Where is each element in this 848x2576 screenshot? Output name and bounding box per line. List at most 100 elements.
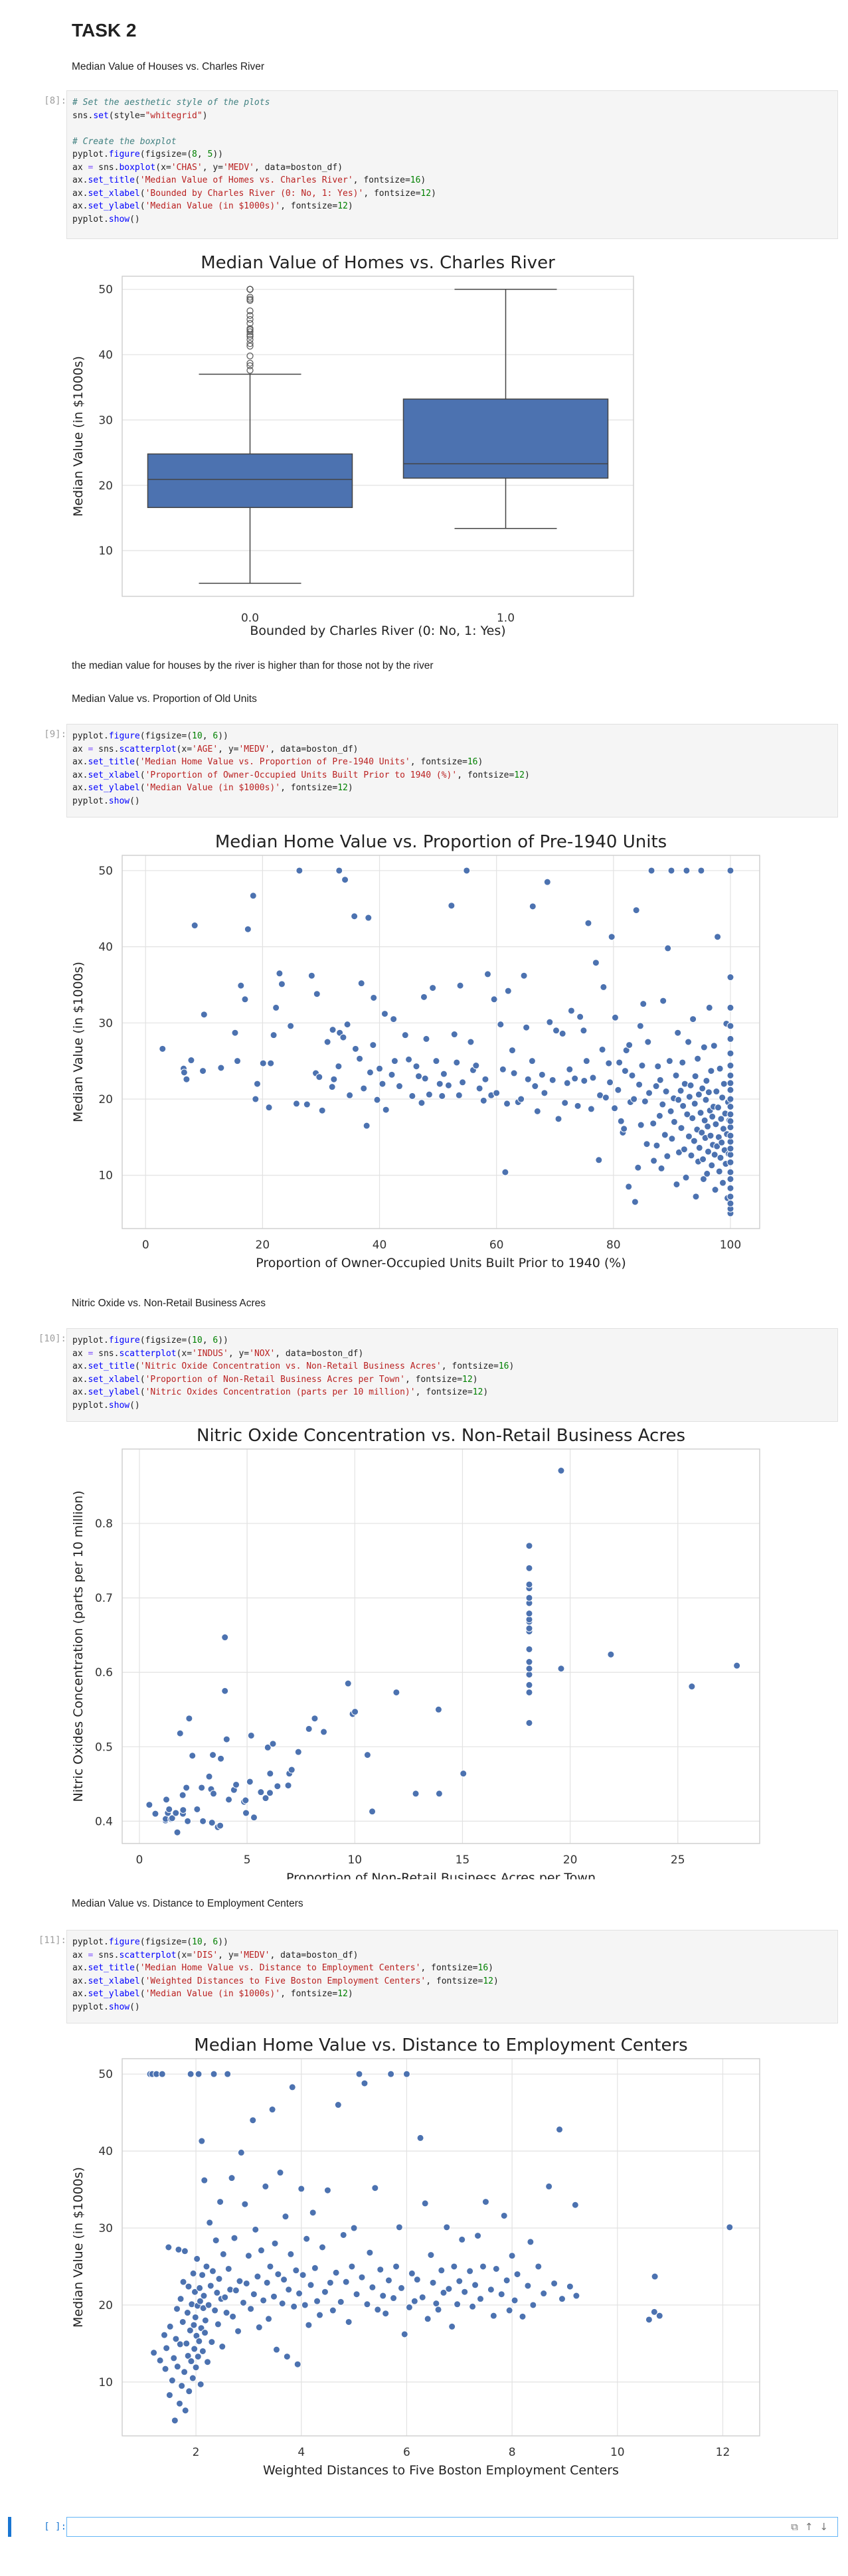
data-point	[697, 1109, 705, 1117]
data-point	[229, 2312, 237, 2320]
data-point	[369, 2283, 377, 2291]
data-point	[221, 2293, 229, 2301]
data-point	[557, 1467, 565, 1475]
data-point	[726, 1123, 734, 1131]
data-point	[705, 1003, 713, 1011]
data-point	[726, 867, 734, 875]
data-point	[713, 1142, 721, 1150]
code-cell-11[interactable]: pyplot.figure(figsize=(10, 6)) ax = sns.s…	[66, 1930, 838, 2023]
data-point	[726, 1035, 734, 1043]
data-point	[401, 1031, 409, 1039]
data-point	[272, 2346, 280, 2354]
data-point	[525, 1624, 533, 1632]
data-point	[159, 1045, 167, 1053]
x-tick-label: 10	[347, 1853, 362, 1867]
data-point	[356, 1055, 364, 1063]
heading-task-2: TASK 2	[72, 20, 137, 41]
data-point	[454, 2300, 462, 2308]
data-point	[296, 2290, 303, 2298]
markdown-distance: Median Value vs. Distance to Employment …	[72, 1898, 303, 1909]
code-line: ax.set_ylabel('Median Value (in $1000s)'…	[72, 201, 353, 211]
data-point	[611, 1013, 619, 1021]
code-line: ax.set_title('Nitric Oxide Concentration…	[72, 1361, 515, 1371]
data-point	[287, 1022, 295, 1030]
data-point	[525, 1581, 533, 1589]
data-point	[605, 1059, 613, 1067]
data-point	[276, 2169, 284, 2177]
data-point	[715, 1167, 723, 1175]
data-point	[189, 2374, 197, 2382]
data-point	[268, 2106, 276, 2114]
data-point	[435, 1790, 443, 1798]
data-point	[247, 2305, 255, 2313]
data-point	[481, 1075, 489, 1083]
data-point	[363, 1122, 371, 1130]
data-point	[185, 1715, 193, 1723]
data-point	[390, 1015, 398, 1023]
data-point	[384, 2276, 392, 2284]
data-point	[311, 2264, 319, 2272]
box-iqr	[402, 398, 609, 479]
data-point	[239, 2298, 247, 2306]
data-point	[492, 2265, 500, 2273]
x-tick-label: 0.0	[241, 612, 259, 625]
data-point	[387, 2070, 395, 2078]
data-point	[197, 2380, 205, 2388]
data-point	[440, 1070, 448, 1078]
y-tick-label: 40	[98, 349, 113, 362]
data-point	[244, 925, 252, 933]
data-point	[218, 2343, 226, 2351]
move-down-icon[interactable]: ↓	[819, 2521, 835, 2533]
data-point	[726, 1110, 734, 1118]
data-point	[342, 2278, 350, 2286]
data-point	[621, 1067, 629, 1075]
data-point	[699, 1084, 707, 1092]
x-axis-label: Weighted Distances to Five Boston Employ…	[263, 2463, 619, 2478]
x-tick-label: 25	[671, 1853, 685, 1867]
duplicate-icon[interactable]: ⧉	[791, 2521, 805, 2533]
data-point	[272, 1003, 280, 1011]
data-point	[538, 1071, 546, 1078]
code-cell-9[interactable]: pyplot.figure(figsize=(10, 6)) ax = sns.s…	[66, 724, 838, 817]
data-point	[416, 2134, 424, 2142]
data-point	[284, 1782, 292, 1790]
code-line: ax.set_title('Median Value of Homes vs. …	[72, 175, 426, 185]
data-point	[558, 2295, 566, 2303]
data-point	[726, 1151, 734, 1159]
data-point	[190, 2321, 198, 2329]
data-point	[546, 1018, 554, 1026]
data-point	[477, 2295, 485, 2303]
data-point	[710, 1042, 718, 1050]
data-point	[636, 1080, 643, 1088]
code-line: sns.set(style="whitegrid")	[72, 110, 208, 121]
data-point	[458, 2235, 466, 2243]
data-point	[595, 1156, 603, 1164]
code-line	[72, 122, 832, 135]
data-point	[400, 2330, 408, 2338]
data-point	[341, 876, 349, 884]
code-cell-8[interactable]: # Set the aesthetic style of the plots sn…	[66, 90, 838, 239]
data-point	[405, 2303, 413, 2311]
data-point	[602, 1094, 610, 1102]
data-point	[390, 2294, 398, 2302]
data-point	[370, 993, 378, 1001]
data-point	[707, 1132, 715, 1140]
x-tick-label: 6	[403, 2446, 410, 2459]
y-tick-label: 40	[98, 941, 113, 954]
data-point	[655, 2312, 663, 2320]
data-point	[165, 2391, 173, 2399]
data-point	[178, 2382, 186, 2390]
boxplot-chart: 10 20 30 40 50 Median Value of Homes vs. Char…	[71, 253, 634, 638]
data-point	[252, 1095, 260, 1103]
data-point	[382, 2310, 390, 2318]
data-point	[212, 2237, 220, 2245]
data-point	[244, 2252, 252, 2260]
markdown-river-finding: the median value for houses by the river…	[72, 660, 434, 671]
x-tick-label: 20	[256, 1239, 270, 1252]
data-point	[692, 1193, 700, 1201]
empty-code-cell[interactable]	[66, 2517, 838, 2537]
move-up-icon[interactable]: ↑	[804, 2521, 820, 2533]
code-cell-10[interactable]: pyplot.figure(figsize=(10, 6)) ax = sns.s…	[66, 1328, 838, 1422]
cell-prompt-11: [11]:	[38, 1935, 66, 1946]
data-point	[694, 1055, 702, 1063]
